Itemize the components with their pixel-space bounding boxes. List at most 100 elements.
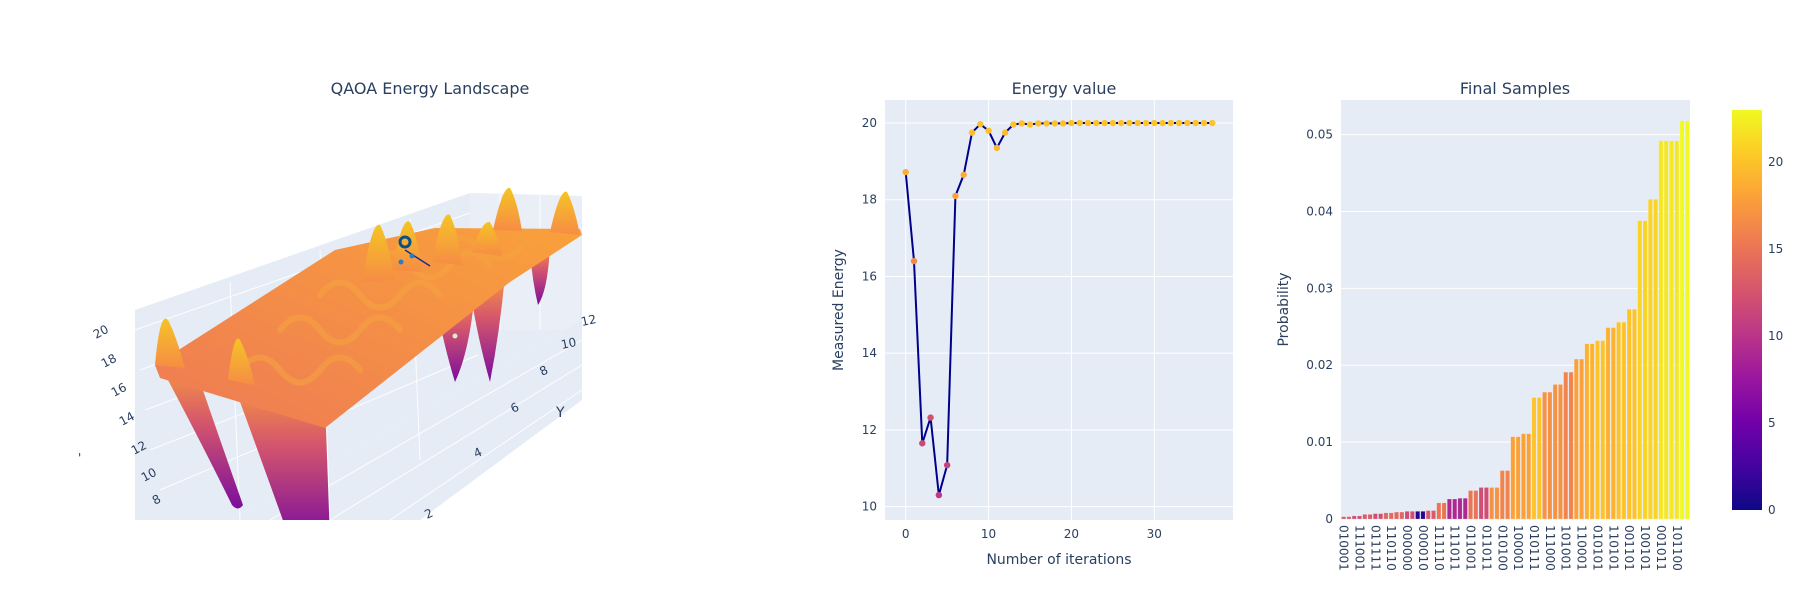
probability-bar[interactable]: [1563, 371, 1569, 520]
probability-bar[interactable]: [1584, 343, 1590, 520]
probability-bar[interactable]: [1410, 511, 1415, 520]
probability-bar[interactable]: [1552, 384, 1558, 520]
probability-bar[interactable]: [1388, 512, 1394, 520]
probability-bar[interactable]: [1626, 308, 1632, 520]
energy-point[interactable]: [1209, 119, 1216, 127]
probability-bar[interactable]: [1573, 358, 1579, 520]
probability-bar[interactable]: [1436, 502, 1442, 520]
probability-bar[interactable]: [1404, 511, 1410, 520]
probability-bar[interactable]: [1669, 140, 1674, 520]
probability-bar[interactable]: [1505, 470, 1510, 520]
probability-bar[interactable]: [1579, 358, 1584, 520]
energy-point[interactable]: [1142, 119, 1150, 127]
probability-bar[interactable]: [1542, 391, 1547, 520]
probability-bar[interactable]: [1610, 327, 1616, 520]
energy-point[interactable]: [1018, 120, 1025, 127]
probability-bar[interactable]: [1452, 498, 1458, 520]
probability-bar[interactable]: [1420, 511, 1426, 520]
probability-bar[interactable]: [1653, 198, 1658, 520]
probability-bar[interactable]: [1589, 343, 1595, 520]
energy-point[interactable]: [1076, 119, 1083, 127]
probability-bar[interactable]: [1462, 497, 1468, 520]
energy-point[interactable]: [952, 192, 959, 200]
energy-point[interactable]: [1084, 119, 1092, 127]
probability-bar[interactable]: [1679, 120, 1685, 520]
energy-point[interactable]: [910, 257, 918, 265]
energy-point[interactable]: [1043, 120, 1050, 127]
probability-bar[interactable]: [1595, 340, 1600, 520]
energy-point[interactable]: [985, 127, 992, 134]
energy-point[interactable]: [1109, 119, 1117, 127]
energy-point[interactable]: [1068, 119, 1075, 127]
energy-point[interactable]: [1101, 119, 1108, 127]
energy-point[interactable]: [1126, 119, 1133, 127]
energy-point[interactable]: [1051, 120, 1059, 127]
energy-point[interactable]: [1035, 120, 1042, 127]
energy-point[interactable]: [1026, 121, 1034, 128]
probability-bar[interactable]: [1499, 470, 1505, 520]
probability-bar[interactable]: [1425, 510, 1431, 520]
probability-bar[interactable]: [1457, 497, 1463, 520]
probability-bar[interactable]: [1547, 391, 1553, 520]
probability-bar[interactable]: [1647, 198, 1653, 520]
energy-point[interactable]: [1093, 119, 1100, 127]
probability-bar[interactable]: [1378, 513, 1384, 520]
probability-bar[interactable]: [1536, 397, 1542, 520]
probability-bar[interactable]: [1642, 220, 1648, 520]
probability-bar[interactable]: [1510, 436, 1516, 520]
probability-bar[interactable]: [1399, 511, 1405, 520]
energy-point[interactable]: [1175, 119, 1183, 127]
probability-bar[interactable]: [1616, 321, 1621, 520]
energy-point[interactable]: [1001, 129, 1009, 136]
probability-bar[interactable]: [1658, 140, 1664, 520]
probability-bar[interactable]: [1568, 371, 1574, 520]
probability-bar[interactable]: [1394, 511, 1399, 520]
energy-point[interactable]: [968, 129, 976, 136]
probability-bar[interactable]: [1431, 510, 1436, 520]
energy-point[interactable]: [935, 491, 943, 499]
probability-bar[interactable]: [1605, 327, 1611, 520]
probability-bar[interactable]: [1362, 514, 1368, 520]
probability-bar[interactable]: [1441, 502, 1447, 520]
energy-point[interactable]: [919, 440, 926, 447]
energy-point[interactable]: [902, 168, 909, 176]
probability-bar[interactable]: [1346, 516, 1352, 520]
energy-point[interactable]: [1184, 119, 1191, 127]
probability-bar[interactable]: [1515, 436, 1521, 520]
probability-bar[interactable]: [1367, 514, 1373, 520]
probability-bar[interactable]: [1674, 140, 1680, 520]
energy-point[interactable]: [977, 120, 984, 128]
probability-bar[interactable]: [1415, 511, 1421, 520]
probability-bar[interactable]: [1558, 384, 1563, 520]
probability-bar[interactable]: [1684, 120, 1690, 520]
probability-bar[interactable]: [1531, 397, 1537, 520]
probability-bar[interactable]: [1468, 490, 1473, 520]
energy-point[interactable]: [1010, 121, 1017, 128]
probability-bar[interactable]: [1383, 512, 1389, 520]
probability-bar[interactable]: [1478, 487, 1484, 520]
probability-bar[interactable]: [1447, 498, 1452, 520]
probability-bar[interactable]: [1621, 321, 1627, 520]
probability-bar[interactable]: [1341, 516, 1347, 520]
surface-3d-scene[interactable]: 20 18 16 14 12 10 8 ' 2 4 6 8 10 12 Y: [0, 0, 700, 600]
energy-point[interactable]: [1192, 119, 1199, 127]
energy-point[interactable]: [1200, 119, 1208, 127]
probability-bar[interactable]: [1473, 490, 1479, 520]
energy-point[interactable]: [1151, 119, 1158, 127]
probability-bar[interactable]: [1351, 515, 1357, 520]
probability-bar[interactable]: [1373, 513, 1378, 520]
probability-bar[interactable]: [1494, 487, 1500, 520]
probability-bar[interactable]: [1600, 340, 1606, 520]
energy-point[interactable]: [1117, 119, 1125, 127]
energy-point[interactable]: [1167, 119, 1175, 127]
probability-bar[interactable]: [1489, 487, 1495, 520]
probability-bar[interactable]: [1637, 220, 1643, 520]
probability-bar[interactable]: [1521, 433, 1526, 520]
energy-point[interactable]: [1159, 119, 1166, 127]
energy-point[interactable]: [960, 171, 967, 178]
energy-point[interactable]: [943, 461, 951, 469]
energy-point[interactable]: [993, 144, 1001, 152]
energy-point[interactable]: [1059, 120, 1067, 127]
